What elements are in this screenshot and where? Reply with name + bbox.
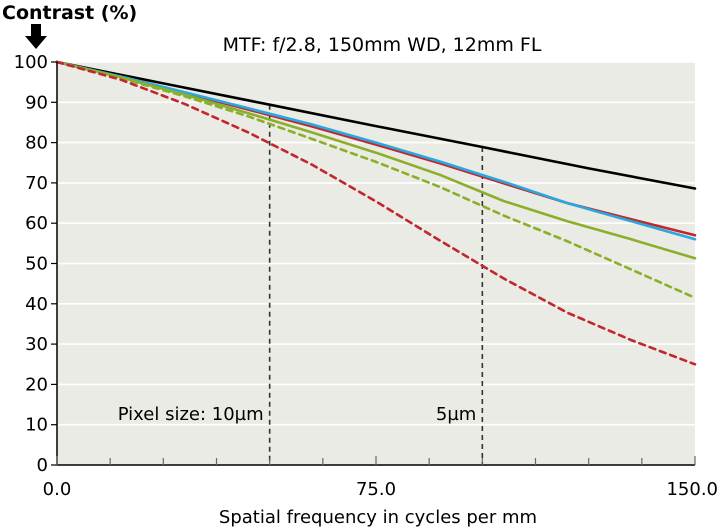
y-tick-label: 80	[25, 133, 48, 154]
y-tick-label: 40	[25, 294, 48, 315]
reference-line-label: Pixel size: 10µm	[118, 404, 264, 425]
series-line	[55, 60, 697, 241]
y-tick-label: 100	[14, 52, 48, 73]
y-tick-label: 10	[25, 415, 48, 436]
series-line	[55, 60, 697, 190]
arrow-down-icon	[25, 24, 47, 49]
y-tick-label: 90	[25, 92, 48, 113]
x-axis-label: Spatial frequency in cycles per mm	[219, 507, 537, 528]
y-tick-label: 30	[25, 334, 48, 355]
series-line	[55, 60, 697, 300]
chart-title: MTF: f/2.8, 150mm WD, 12mm FL	[223, 34, 542, 56]
y-axis-label: Contrast (%)	[2, 2, 137, 24]
y-tick-label: 70	[25, 173, 48, 194]
x-tick-label: 75.0	[356, 479, 396, 500]
y-tick-label: 20	[25, 374, 48, 395]
series-line	[55, 60, 697, 260]
y-tick-label: 60	[25, 213, 48, 234]
reference-line-label: 5µm	[436, 404, 476, 425]
y-tick-label: 50	[25, 254, 48, 275]
x-tick-label: 150.0	[666, 479, 718, 500]
y-tick-label: 0	[37, 455, 48, 476]
x-tick-label: 0.0	[43, 479, 72, 500]
series-line	[55, 60, 697, 366]
